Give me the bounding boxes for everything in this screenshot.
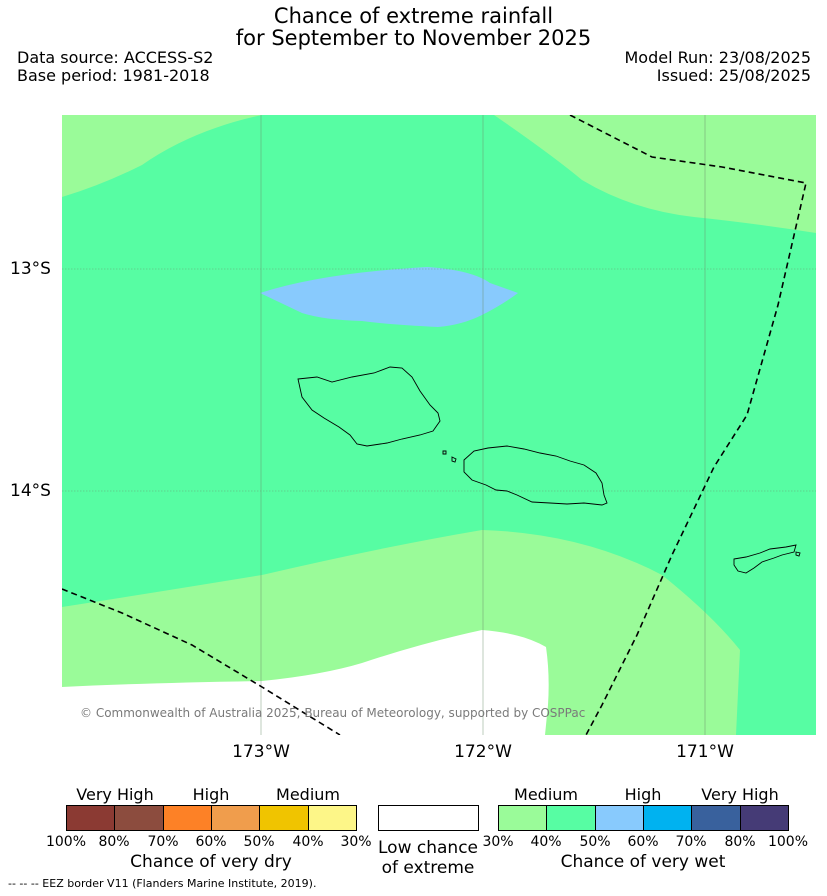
eez-borders (62, 115, 807, 735)
dry-tick: 40% (292, 834, 324, 850)
dry-tick: 80% (98, 834, 130, 850)
wet-tick: 30% (482, 834, 514, 850)
chart-title-line1: Chance of extreme rainfall (273, 4, 554, 28)
island-tutuila (733, 544, 797, 574)
dry-colorbar-segment (211, 806, 261, 830)
wet-heading-medium: Medium (514, 785, 578, 804)
dry-colorbar-segment (260, 806, 309, 830)
wet-tick: 70% (675, 834, 707, 850)
data-source-label: Data source: ACCESS-S2 (17, 48, 214, 67)
dry-colorbar-title: Chance of very dry (130, 852, 292, 872)
island-aunuu (795, 551, 801, 557)
dry-tick: 100% (45, 834, 87, 850)
island-apolima (451, 456, 457, 463)
wet-tick: 80% (724, 834, 756, 850)
dry-tick: 70% (147, 834, 179, 850)
dry-colorbar (66, 805, 357, 831)
dry-tick: 30% (340, 834, 372, 850)
wet-colorbar-segment (740, 806, 788, 830)
region-high-wet (260, 267, 518, 327)
base-period-label: Base period: 1981-2018 (17, 66, 210, 85)
copyright-notice: © Commonwealth of Australia 2025, Bureau… (80, 706, 586, 720)
wet-heading-high: High (624, 785, 662, 804)
wet-tick: 40% (530, 834, 562, 850)
lon-label-172w: 172°W (454, 742, 512, 762)
low-chance-label: Low chance of extreme (368, 838, 488, 878)
chart-title-line2: for September to November 2025 (235, 26, 592, 50)
dry-heading-high: High (192, 785, 230, 804)
lat-label-13s: 13°S (10, 259, 51, 279)
dry-colorbar-segment (115, 806, 164, 830)
island-manono (442, 450, 447, 455)
low-chance-line2: of extreme (381, 858, 475, 878)
dry-colorbar-segment (67, 806, 116, 830)
wet-heading-very-high: Very High (701, 785, 779, 804)
eez-footnote: -- -- -- EEZ border V11 (Flanders Marine… (8, 877, 317, 890)
island-savaii (297, 366, 441, 447)
dry-tick: 60% (195, 834, 227, 850)
wet-colorbar-segment (547, 806, 596, 830)
eez-border-lower (62, 588, 341, 735)
wet-tick: 50% (579, 834, 611, 850)
region-medium-light-top-left (62, 115, 262, 197)
wet-colorbar-segment (692, 806, 741, 830)
issued-label: Issued: 25/08/2025 (656, 66, 811, 85)
dry-colorbar-segment (308, 806, 356, 830)
dry-tick: 50% (243, 834, 275, 850)
region-low-chance (62, 630, 549, 735)
model-run-label: Model Run: 23/08/2025 (624, 48, 812, 67)
wet-tick: 100% (767, 834, 809, 850)
wet-colorbar (498, 805, 789, 831)
eez-border-upper (569, 115, 807, 735)
island-upolu (463, 445, 608, 506)
dry-colorbar-segment (163, 806, 212, 830)
wet-colorbar-segment (643, 806, 693, 830)
rainfall-map (62, 115, 816, 735)
wet-colorbar-title: Chance of very wet (560, 852, 726, 872)
lat-label-14s: 14°S (10, 481, 51, 501)
dry-heading-very-high: Very High (76, 785, 154, 804)
lon-label-171w: 171°W (676, 742, 734, 762)
islands (297, 366, 801, 574)
wet-tick: 60% (627, 834, 659, 850)
lon-label-173w: 173°W (232, 742, 290, 762)
low-chance-swatch (378, 805, 479, 831)
dry-heading-medium: Medium (276, 785, 340, 804)
map-gridlines (62, 115, 816, 735)
wet-colorbar-segment (499, 806, 548, 830)
wet-colorbar-segment (595, 806, 644, 830)
region-medium-light-top-right (494, 115, 816, 233)
low-chance-line1: Low chance (378, 838, 478, 858)
